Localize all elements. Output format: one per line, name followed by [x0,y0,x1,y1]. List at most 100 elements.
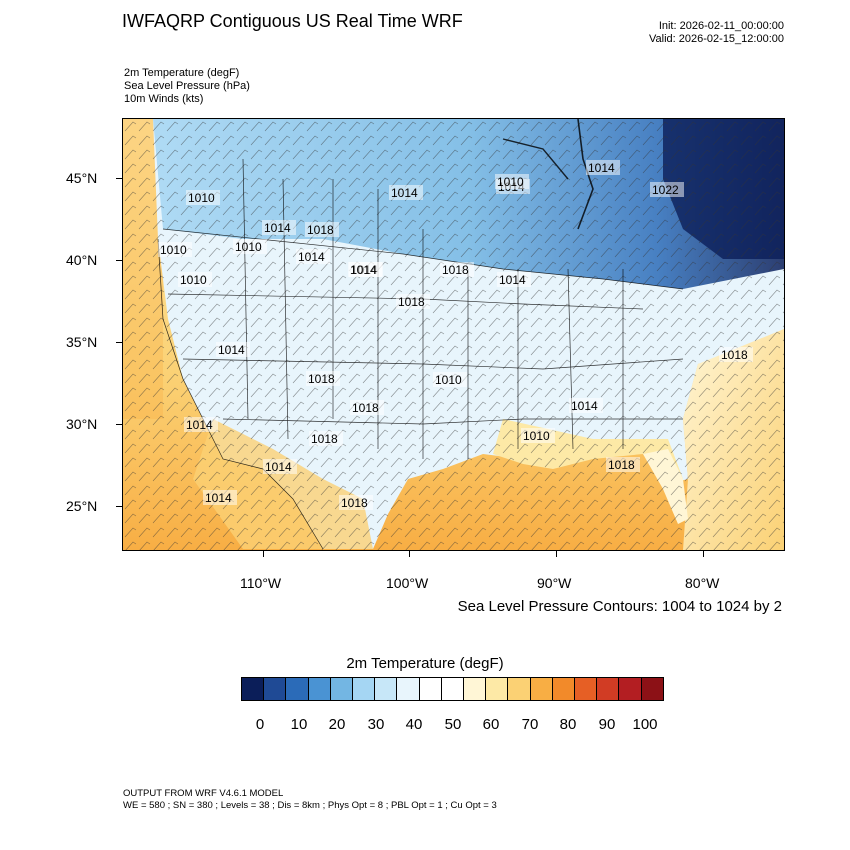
pressure-label: 1014 [586,160,620,175]
pressure-label-text: 1018 [352,401,379,415]
valid-time: Valid: 2026-02-15_12:00:00 [649,33,784,45]
pressure-label-text: 1018 [442,263,469,277]
pressure-label-text: 1014 [218,343,245,357]
init-time: Init: 2026-02-11_00:00:00 [658,20,784,32]
lat-tick [116,260,122,261]
pressure-label: 1018 [606,457,640,472]
lat-tick [116,178,122,179]
pressure-label-text: 1014 [350,263,377,277]
pressure-label: 1018 [440,262,474,277]
pressure-label-text: 1014 [265,460,292,474]
colorbar-swatch [330,678,354,700]
lat-tick [116,342,122,343]
pressure-label-text: 1018 [608,458,635,472]
colorbar-swatch [397,678,420,700]
pressure-label: 1018 [309,431,343,446]
pressure-label: 1018 [396,294,430,309]
lat-label: 40°N [66,252,98,268]
colorbar-label: 30 [367,716,385,733]
pressure-label: 1010 [233,239,267,254]
pressure-label-text: 1018 [311,432,338,446]
colorbar-swatch [375,678,398,700]
pressure-label-text: 1018 [398,295,425,309]
lat-label: 35°N [66,334,98,350]
pressure-label-text: 1010 [435,373,462,387]
pressure-label-text: 1010 [160,243,187,257]
pressure-label-text: 1014 [186,418,213,432]
lat-label: 45°N [66,170,98,186]
colorbar-swatch [286,678,309,700]
pressure-label: 1014 [569,398,603,413]
colorbar-label: 90 [598,716,616,733]
pressure-label-text: 1014 [499,273,526,287]
pressure-label-text: 1010 [235,240,262,254]
colorbar-swatch [619,678,642,700]
colorbar-swatch [486,678,509,700]
colorbar-label: 50 [444,716,462,733]
pressure-label: 1018 [305,222,339,237]
colorbar-swatch [597,678,620,700]
pressure-label: 1014 [497,272,531,287]
pressure-label-text: 1010 [180,273,207,287]
map-canvas: 1010 1010 1010 1014 1010 1014 1014 1014 … [123,119,784,550]
pressure-label: 1014 [348,262,382,277]
colorbar-swatch [419,678,442,700]
pressure-label: 1022 [650,182,684,197]
colorbar-swatch [353,678,376,700]
pressure-label: 1010 [495,174,529,189]
colorbar-swatch [508,678,531,700]
colorbar-label: 80 [559,716,577,733]
pressure-label: 1014 [184,417,218,432]
colorbar-label: 100 [632,716,658,733]
colorbar-swatch [308,678,331,700]
field-winds: 10m Winds (kts) [124,93,204,105]
pressure-label-text: 1014 [298,250,325,264]
pressure-label-text: 1010 [497,175,524,189]
lon-tick [556,551,557,557]
lat-label: 25°N [66,498,98,514]
pressure-label: 1014 [296,249,330,264]
colorbar [241,677,664,701]
colorbar-swatch [441,678,465,700]
lon-label: 90°W [537,575,572,591]
colorbar-label: 70 [521,716,539,733]
colorbar-swatch [464,678,487,700]
pressure-label: 1014 [263,459,297,474]
pressure-label: 1010 [433,372,467,387]
field-pressure: Sea Level Pressure (hPa) [124,80,250,92]
figure-title: IWFAQRP Contiguous US Real Time WRF [122,11,463,31]
colorbar-label: 40 [405,716,423,733]
model-info: OUTPUT FROM WRF V4.6.1 MODEL WE = 580 ; … [123,788,497,812]
colorbar-label: 60 [482,716,500,733]
colorbar-swatch [242,678,265,700]
model-settings: WE = 580 ; SN = 380 ; Levels = 38 ; Dis … [123,800,497,811]
pressure-label-text: 1014 [205,491,232,505]
pressure-label-text: 1018 [308,372,335,386]
pressure-label: 1010 [178,272,212,287]
colorbar-swatch [530,678,553,700]
pressure-label-text: 1010 [188,191,215,205]
pressure-label-text: 1010 [523,429,550,443]
lon-tick [263,551,264,557]
colorbar-label: 20 [328,716,346,733]
lat-tick [116,424,122,425]
pressure-label: 1018 [306,371,340,386]
pressure-label: 1014 [262,220,296,235]
pressure-label-text: 1022 [652,183,679,197]
pressure-label: 1014 [389,185,423,200]
colorbar-swatch [575,678,598,700]
weather-map: 1010 1010 1010 1014 1010 1014 1014 1014 … [122,118,785,551]
field-temperature: 2m Temperature (degF) [124,67,240,79]
pressure-label-text: 1018 [341,496,368,510]
contour-note: Sea Level Pressure Contours: 1004 to 102… [457,598,782,615]
pressure-label: 1014 [216,342,250,357]
lat-label: 30°N [66,416,98,432]
colorbar-swatch [264,678,287,700]
pressure-label: 1010 [521,428,555,443]
colorbar-swatch [641,678,663,700]
colorbar-label: 10 [290,716,308,733]
pressure-label-text: 1018 [721,348,748,362]
lon-label: 110°W [240,575,282,591]
field-list: 2m Temperature (degF) Sea Level Pressure… [124,67,250,106]
colorbar-label: 0 [255,716,265,733]
